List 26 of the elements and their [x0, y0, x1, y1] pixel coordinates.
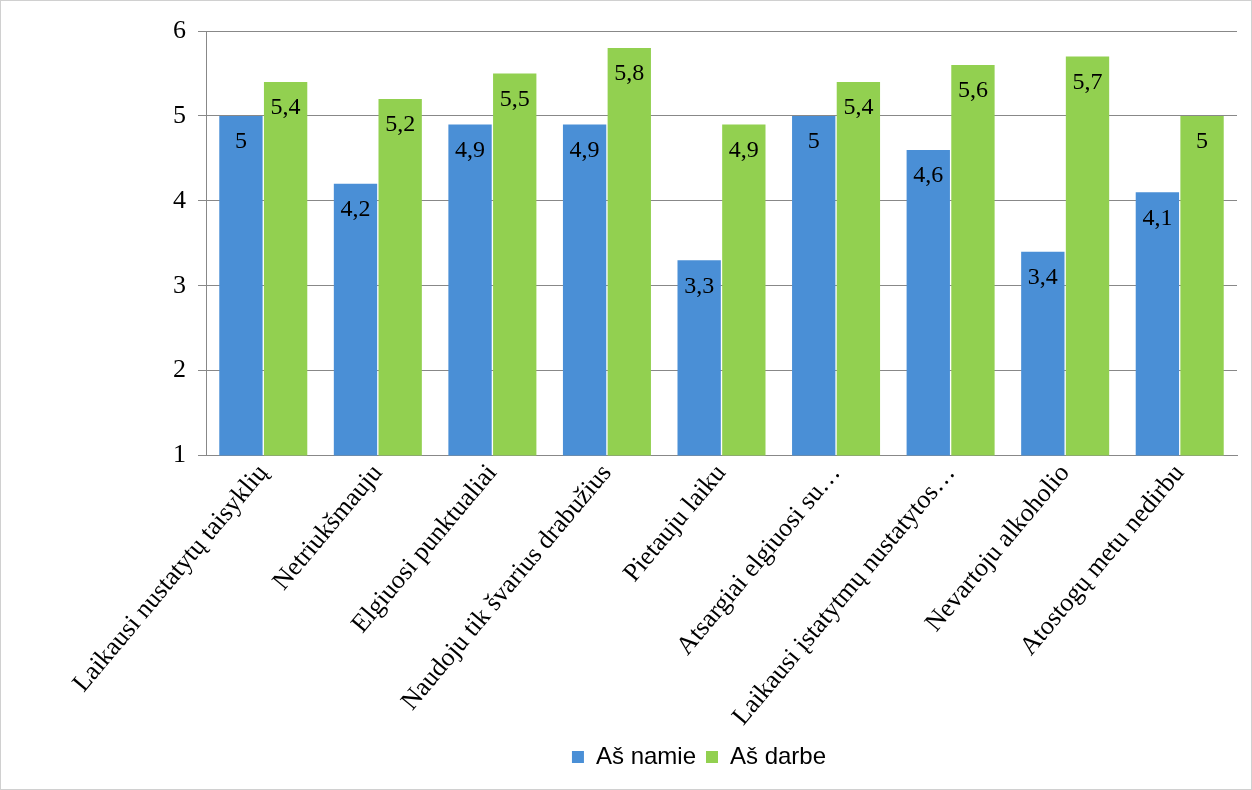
y-tick-label: 5 [173, 99, 186, 129]
y-tick-label: 3 [173, 269, 186, 299]
data-label: 4,2 [340, 195, 371, 222]
legend-label: Aš namie [595, 741, 696, 769]
data-label: 4,6 [913, 161, 944, 188]
y-tick-label: 6 [173, 14, 186, 44]
data-label: 4,9 [728, 135, 759, 162]
legend-label: Aš darbe [729, 741, 827, 769]
data-label: 5 [807, 127, 820, 154]
data-label: 4,9 [455, 135, 486, 162]
data-label: 5,8 [614, 59, 645, 86]
data-label: 5,4 [270, 93, 301, 120]
data-label: 4,1 [1142, 203, 1173, 230]
data-label: 5,6 [957, 76, 988, 103]
data-label: 5,4 [843, 93, 874, 120]
y-tick-label: 1 [173, 439, 186, 469]
data-label: 5,7 [1072, 67, 1103, 94]
data-label: 3,3 [684, 271, 715, 298]
data-label: 5 [234, 127, 247, 154]
data-label: 5 [1196, 127, 1209, 154]
y-tick-label: 2 [173, 354, 186, 384]
y-tick-label: 4 [173, 184, 186, 214]
data-label: 3,4 [1027, 263, 1058, 290]
data-label: 5,2 [385, 110, 416, 137]
data-label: 4,9 [569, 135, 600, 162]
data-label: 5,5 [499, 84, 530, 111]
